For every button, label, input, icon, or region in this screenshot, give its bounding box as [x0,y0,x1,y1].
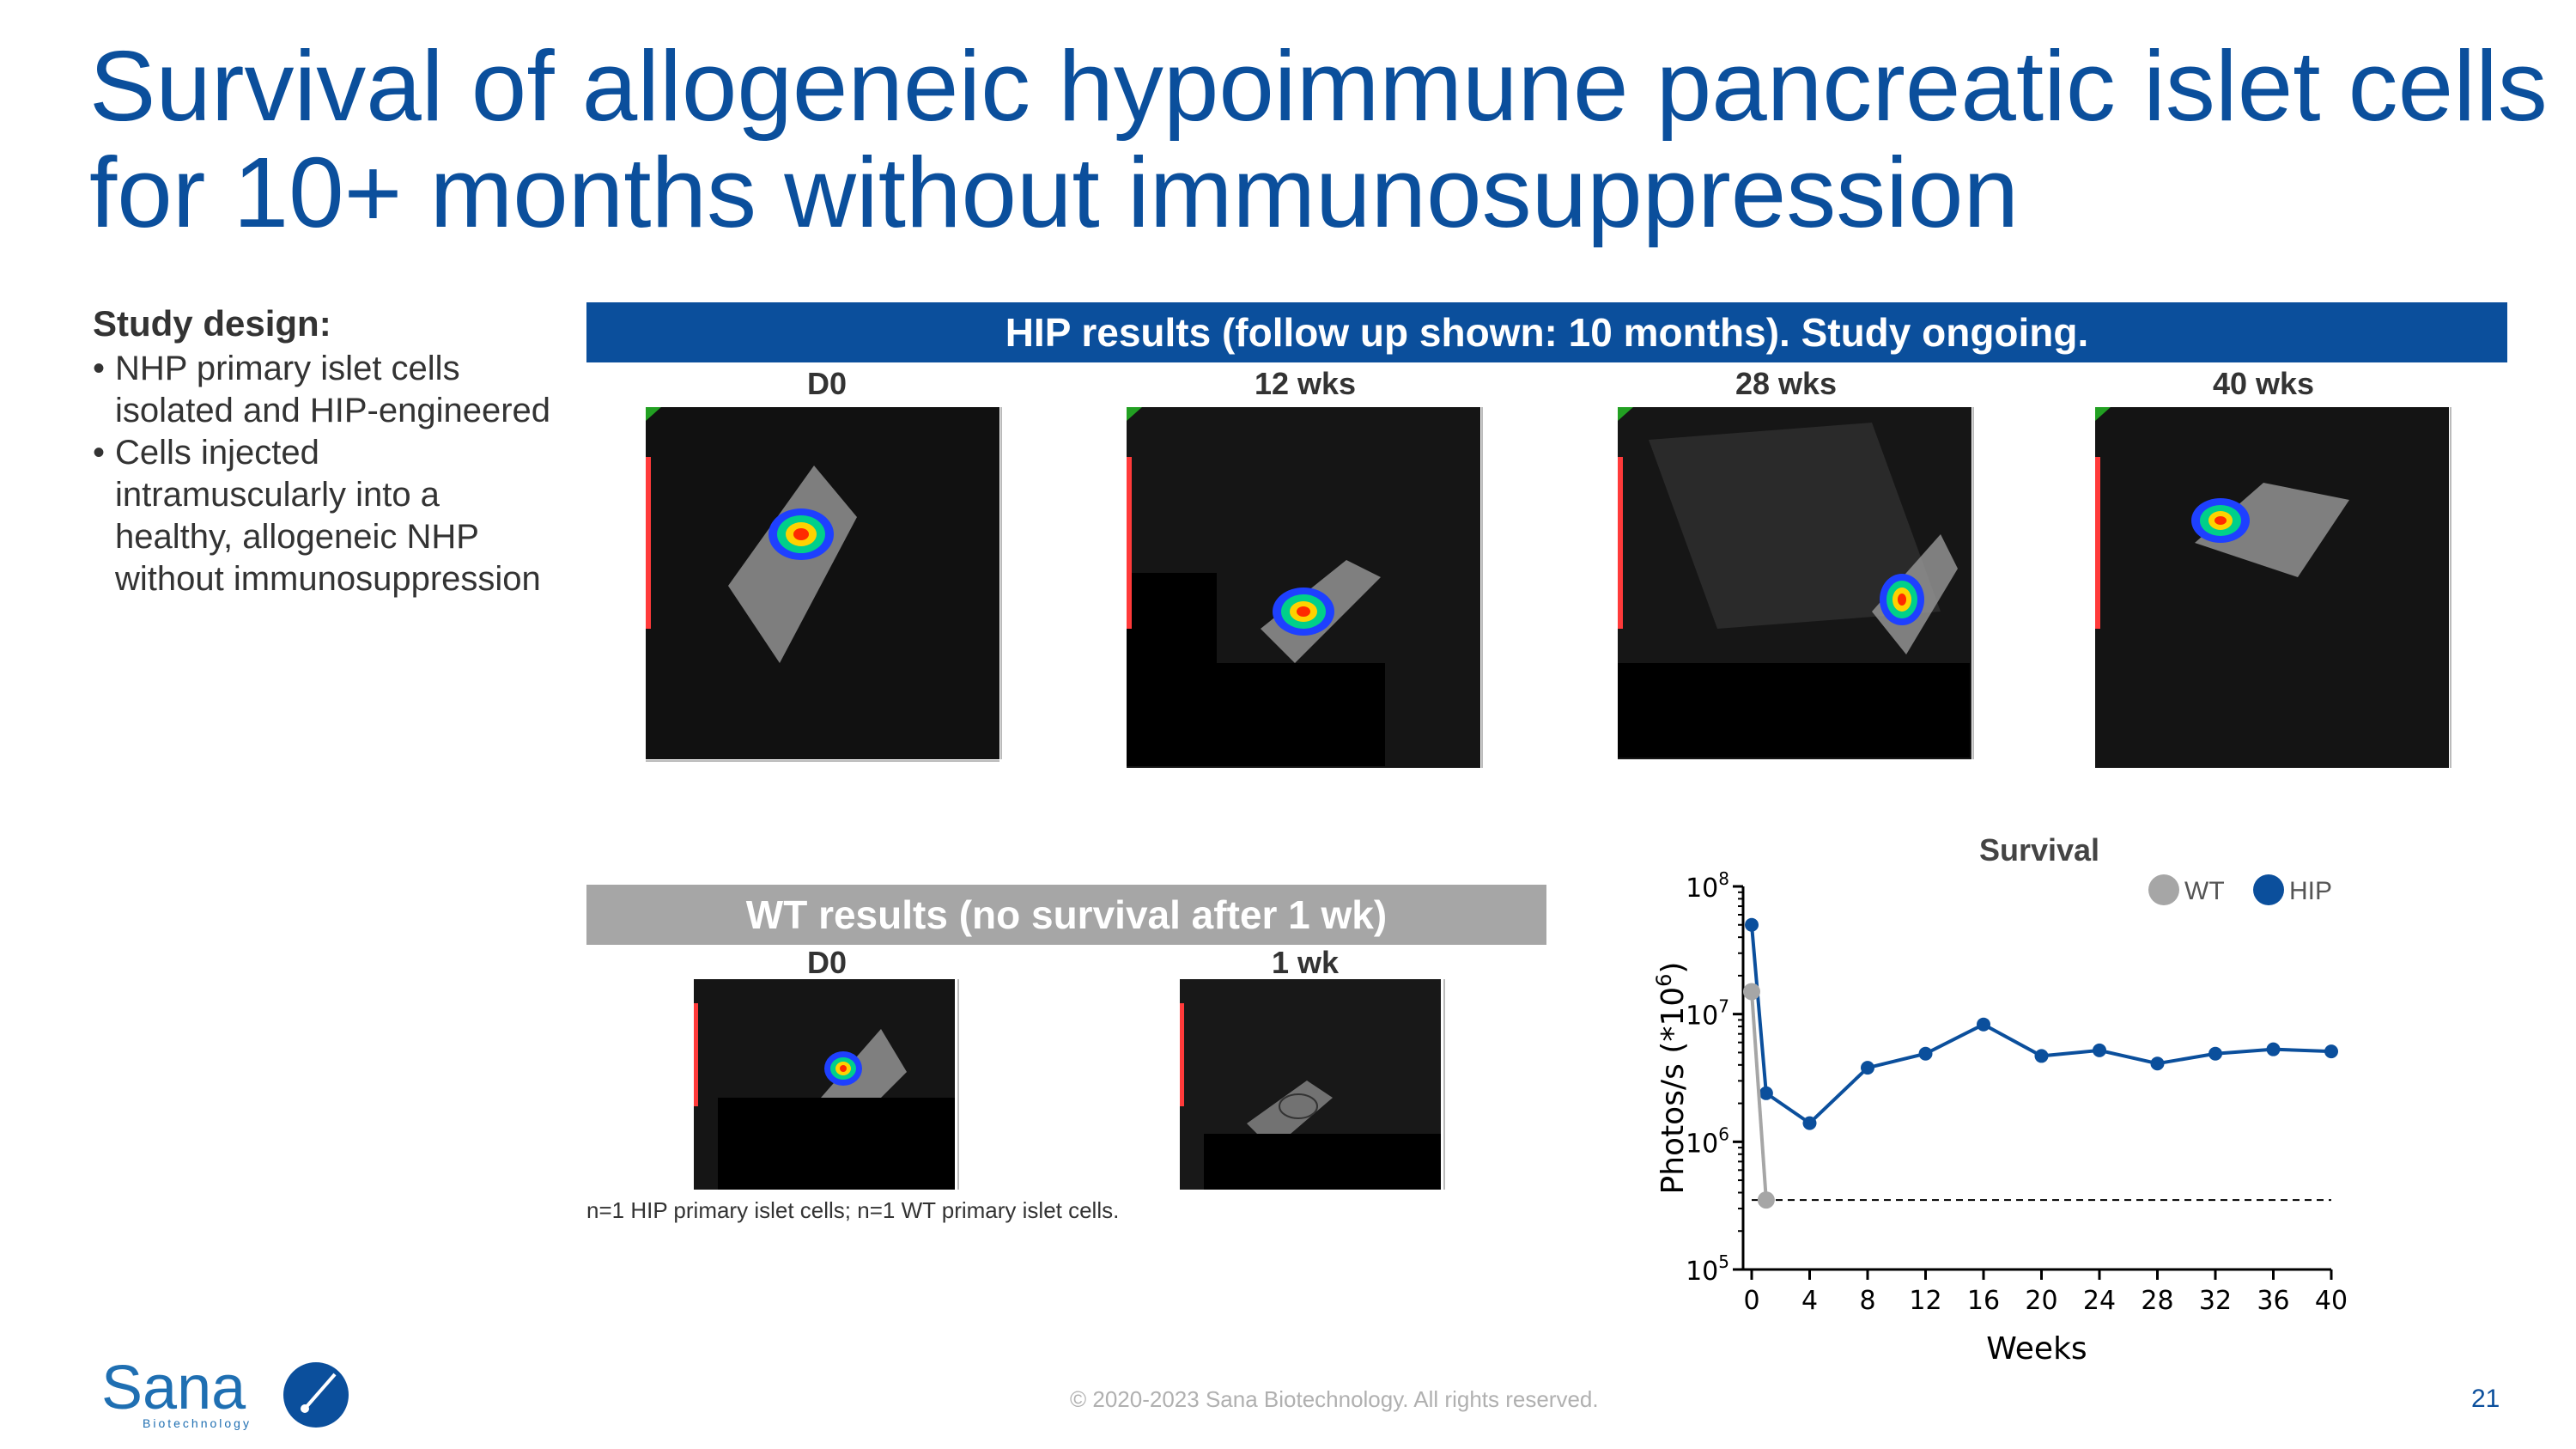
y-tick-label: 105 [1686,1251,1729,1287]
y-tick-label: 107 [1686,996,1729,1032]
copyright: © 2020-2023 Sana Biotechnology. All righ… [1070,1386,1599,1412]
x-axis-label: Weeks [1986,1331,2087,1367]
logo-text: Sana [101,1355,246,1422]
series-line-wt [1750,991,1768,1201]
y-axis-label-text: Photos/s (*10 [1656,987,1691,1195]
x-axis: 0 4 8 12 16 20 24 28 32 36 40 [1743,1268,2348,1316]
hip-image-12wks [1127,407,1483,768]
data-point-hip [1918,1046,1933,1061]
x-tick-label: 16 [1967,1286,2000,1316]
wt-panel-label-d0: D0 [806,945,848,980]
page-number: 21 [2471,1385,2500,1413]
plot-area [1743,917,2338,1209]
y-axis-label-exponent: 6 [1652,974,1676,987]
y-axis-label: Photos/s (*106) [1652,962,1691,1195]
slide-title-line-1: Survival of allogeneic hypoimmune pancre… [89,30,2548,142]
bullet-line: isolated and HIP-engineered [115,392,551,429]
hip-results-banner: HIP results (follow up shown: 10 months)… [586,302,2507,362]
slide-title: Survival of allogeneic hypoimmune pancre… [89,30,2548,248]
wt-image-1wk [1180,979,1445,1190]
hip-panel-label-40wks: 40 wks [2212,366,2315,401]
hip-panel-label-28wks: 28 wks [1735,366,1838,401]
chart-legend: WT HIP [2148,874,2332,905]
study-design-bullet: • Cells injected intramuscularly into a … [93,432,591,600]
legend-marker-hip [2253,874,2284,905]
x-tick-label: 20 [2025,1286,2057,1316]
study-design: Study design: • NHP primary islet cells … [93,302,591,600]
footnote: n=1 HIP primary islet cells; n=1 WT prim… [586,1197,1120,1223]
bullet-line: NHP primary islet cells [115,350,460,387]
data-point-hip [2093,1043,2106,1057]
y-tick-label: 106 [1686,1123,1729,1159]
data-point-hip [2150,1056,2165,1071]
data-point-hip [1977,1017,1990,1032]
survival-chart-svg: Survival WT HIP 105 106 107 108 0 4 8 12 16 20 24 2… [1652,832,2348,1367]
x-tick-label: 28 [2141,1286,2173,1316]
bullet-line: healthy, allogeneic NHP [115,518,479,556]
sana-logo: Sana Biotechnology [101,1355,349,1430]
y-axis: 105 106 107 108 [1686,868,1745,1287]
survival-chart: Survival WT HIP 105 106 107 108 0 4 8 12 16 20 24 2… [1649,832,2353,1383]
x-tick-label: 12 [1909,1286,1941,1316]
data-point-hip [1745,917,1759,932]
data-point-wt [1757,1191,1775,1209]
bullet-line: intramuscularly into a [115,476,440,514]
y-axis-label-close: ) [1656,962,1691,974]
bullet-dot: • [93,434,106,472]
data-point-hip [1861,1061,1874,1075]
series-line-hip [1750,924,2332,1126]
hip-image-28wks [1618,407,1974,759]
x-tick-label: 36 [2257,1286,2289,1316]
data-point-hip [2266,1042,2281,1056]
x-tick-label: 0 [1743,1286,1759,1316]
data-point-hip [1802,1116,1817,1130]
bullet-dot: • [93,350,106,387]
x-tick-label: 40 [2315,1286,2348,1316]
y-tick-label: 108 [1686,868,1729,904]
wt-panel-label-1wk: 1 wk [1271,945,1340,980]
logo-subtext: Biotechnology [143,1416,252,1430]
data-point-hip [2324,1044,2338,1059]
x-tick-label: 24 [2083,1286,2116,1316]
slide-title-line-2: for 10+ months without immunosuppression [89,137,2020,248]
data-point-wt [1743,983,1760,1001]
wt-image-d0 [694,979,959,1190]
legend-label-wt: WT [2184,877,2225,905]
data-point-hip [2034,1049,2049,1063]
hip-panel-label-d0: D0 [806,366,848,401]
legend-marker-wt [2148,874,2179,905]
legend-label-hip: HIP [2289,877,2332,905]
study-design-bullet: • NHP primary islet cells isolated and H… [93,348,591,432]
hip-panel-label-12wks: 12 wks [1254,366,1357,401]
bullet-line: Cells injected [115,434,319,472]
x-tick-label: 8 [1859,1286,1875,1316]
study-design-heading: Study design: [93,303,331,344]
hip-image-40wks [2095,407,2451,768]
x-tick-label: 32 [2199,1286,2232,1316]
wt-results-banner: WT results (no survival after 1 wk) [586,885,1546,945]
data-point-hip [1759,1086,1773,1100]
hip-image-d0 [646,407,1002,762]
logo-needle-icon [303,1373,337,1410]
data-point-hip [2208,1046,2222,1061]
x-tick-label: 4 [1801,1286,1818,1316]
bullet-line: without immunosuppression [115,560,541,598]
chart-title: Survival [1979,833,2099,868]
